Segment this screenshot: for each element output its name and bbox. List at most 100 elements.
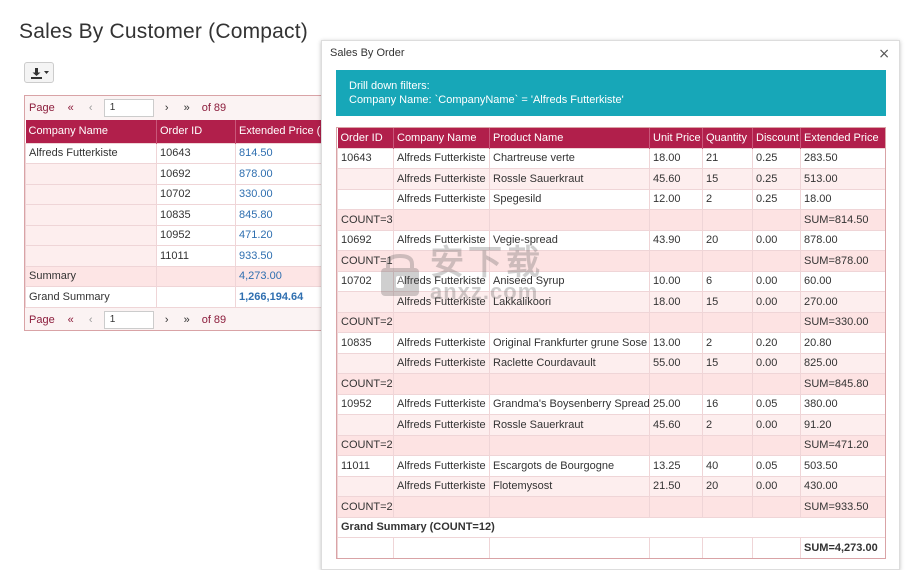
next-page-icon[interactable]: › [164, 102, 169, 114]
grand-summary-row: Grand Summary (COUNT=12) [337, 516, 885, 538]
price-link[interactable]: 845.80 [235, 204, 324, 226]
order-id-cell: 10643 [337, 147, 394, 169]
price-link[interactable]: 878.00 [235, 163, 324, 185]
last-page-icon[interactable]: » [183, 313, 190, 326]
group-count-cell: COUNT=2 [337, 311, 394, 333]
drill-down-filters: Drill down filters: Company Name: `Compa… [336, 70, 886, 116]
table-row[interactable]: Alfreds Futterkiste Spegesild 12.00 2 0.25 18… [337, 188, 885, 210]
caret-down-icon [43, 70, 49, 74]
discount-cell: 0.25 [752, 188, 801, 210]
empty-cell [752, 250, 801, 272]
group-sum-cell: SUM=814.50 [800, 209, 885, 231]
next-page-icon[interactable]: › [164, 313, 169, 326]
table-row[interactable]: Alfreds Futterkiste Rossle Sauerkraut 45.6… [337, 168, 885, 190]
column-header-company-name[interactable]: Company Name [25, 120, 157, 143]
company-cell [25, 204, 157, 226]
order-id-cell [337, 414, 394, 436]
order-id-cell: 10835 [337, 332, 394, 354]
customer-report-panel: Page « ‹ 1 › » of 89 Company Name Order … [24, 95, 324, 331]
extended-price-cell: 513.00 [800, 168, 885, 190]
column-header-discount[interactable]: Discount [752, 128, 801, 148]
close-icon[interactable]: × [878, 46, 890, 62]
table-row[interactable]: 10643 Alfreds Futterkiste Chartreuse verte… [337, 147, 885, 169]
table-row[interactable]: Alfreds Futterkiste Raclette Courdavault 5… [337, 352, 885, 374]
extended-price-cell: 270.00 [800, 291, 885, 313]
grand-summary-sum-row: SUM=4,273.00 [337, 537, 885, 558]
page-number-input[interactable]: 1 [103, 99, 154, 117]
table-row[interactable]: Alfreds Futterkiste Flotemysost 21.50 20 0.0… [337, 475, 885, 497]
table-row[interactable]: 10835 Alfreds Futterkiste Original Frankfu… [337, 332, 885, 354]
column-header-order-id[interactable]: Order ID [156, 120, 236, 143]
price-link[interactable]: 814.50 [235, 142, 324, 164]
table-row[interactable]: 10835 845.80 [25, 204, 324, 226]
company-cell: Alfreds Futterkiste [393, 414, 490, 436]
pager-label: Page [29, 313, 55, 326]
table-row[interactable]: 10692 Alfreds Futterkiste Vegie-spread 43.9… [337, 229, 885, 251]
quantity-cell: 15 [702, 352, 753, 374]
column-header-extended-price[interactable]: Extended Price (S [235, 120, 324, 143]
price-link[interactable]: 933.50 [235, 245, 324, 267]
orders-table: Order ID Company Name Product Name Unit … [337, 128, 885, 558]
company-cell [25, 245, 157, 267]
page-title: Sales By Customer (Compact) [19, 20, 308, 43]
group-count-row[interactable]: COUNT=2 SUM=933.50 [337, 496, 885, 518]
table-row[interactable]: Alfreds Futterkiste Lakkalikoori 18.00 15 0.… [337, 291, 885, 313]
table-row[interactable]: Alfreds Futterkiste Rossle Sauerkraut 45.6… [337, 414, 885, 436]
orders-table-container[interactable]: Order ID Company Name Product Name Unit … [336, 127, 886, 559]
column-header-unit-price[interactable]: Unit Price [649, 128, 703, 148]
table-row[interactable]: 10702 Alfreds Futterkiste Aniseed Syrup 10.… [337, 270, 885, 292]
discount-cell: 0.25 [752, 168, 801, 190]
column-header-order-id[interactable]: Order ID [337, 128, 394, 148]
table-row[interactable]: Alfreds Futterkiste 10643 814.50 [25, 142, 324, 164]
unit-price-cell: 43.90 [649, 229, 703, 251]
pager-label: Page [29, 102, 55, 114]
order-id-cell: 10952 [156, 224, 236, 246]
prev-page-icon[interactable]: ‹ [88, 313, 93, 326]
empty-cell [393, 311, 490, 333]
group-count-row[interactable]: COUNT=3 SUM=814.50 [337, 209, 885, 231]
group-count-row[interactable]: COUNT=1 SUM=878.00 [337, 250, 885, 272]
last-page-icon[interactable]: » [183, 102, 190, 114]
price-link[interactable]: 330.00 [235, 183, 324, 205]
empty-cell [649, 434, 703, 456]
discount-cell: 0.00 [752, 475, 801, 497]
group-count-cell: COUNT=2 [337, 434, 394, 456]
table-row[interactable]: 11011 Alfreds Futterkiste Escargots de Bou… [337, 455, 885, 477]
column-header-extended-price[interactable]: Extended Price [800, 128, 885, 148]
order-id-cell: 10643 [156, 142, 236, 164]
column-header-company-name[interactable]: Company Name [393, 128, 490, 148]
quantity-cell: 40 [702, 455, 753, 477]
group-count-row[interactable]: COUNT=2 SUM=845.80 [337, 373, 885, 395]
table-row[interactable]: 11011 933.50 [25, 245, 324, 267]
empty-cell [393, 209, 490, 231]
prev-page-icon[interactable]: ‹ [88, 102, 93, 114]
table-row[interactable]: 10702 330.00 [25, 183, 324, 205]
group-count-row[interactable]: COUNT=2 SUM=330.00 [337, 311, 885, 333]
discount-cell: 0.25 [752, 147, 801, 169]
company-cell: Alfreds Futterkiste [393, 147, 490, 169]
discount-cell: 0.00 [752, 270, 801, 292]
column-header-product-name[interactable]: Product Name [489, 128, 650, 148]
group-count-row[interactable]: COUNT=2 SUM=471.20 [337, 434, 885, 456]
column-header-quantity[interactable]: Quantity [702, 128, 753, 148]
table-row[interactable]: 10952 471.20 [25, 224, 324, 246]
empty-cell [489, 496, 650, 518]
filters-value: Company Name: `CompanyName` = 'Alfreds F… [349, 94, 624, 106]
grand-summary-empty-cell [156, 286, 236, 308]
quantity-cell: 15 [702, 168, 753, 190]
company-cell [25, 163, 157, 185]
discount-cell: 0.05 [752, 393, 801, 415]
table-row[interactable]: 10692 878.00 [25, 163, 324, 185]
first-page-icon[interactable]: « [67, 313, 74, 326]
first-page-icon[interactable]: « [67, 102, 74, 114]
company-cell: Alfreds Futterkiste [393, 393, 490, 415]
unit-price-cell: 45.60 [649, 168, 703, 190]
quantity-cell: 20 [702, 475, 753, 497]
export-button[interactable] [24, 62, 54, 83]
group-sum-cell: SUM=933.50 [800, 496, 885, 518]
empty-cell [752, 373, 801, 395]
page-number-input[interactable]: 1 [103, 310, 154, 329]
price-link[interactable]: 471.20 [235, 224, 324, 246]
empty-cell [752, 209, 801, 231]
table-row[interactable]: 10952 Alfreds Futterkiste Grandma's Boysen… [337, 393, 885, 415]
